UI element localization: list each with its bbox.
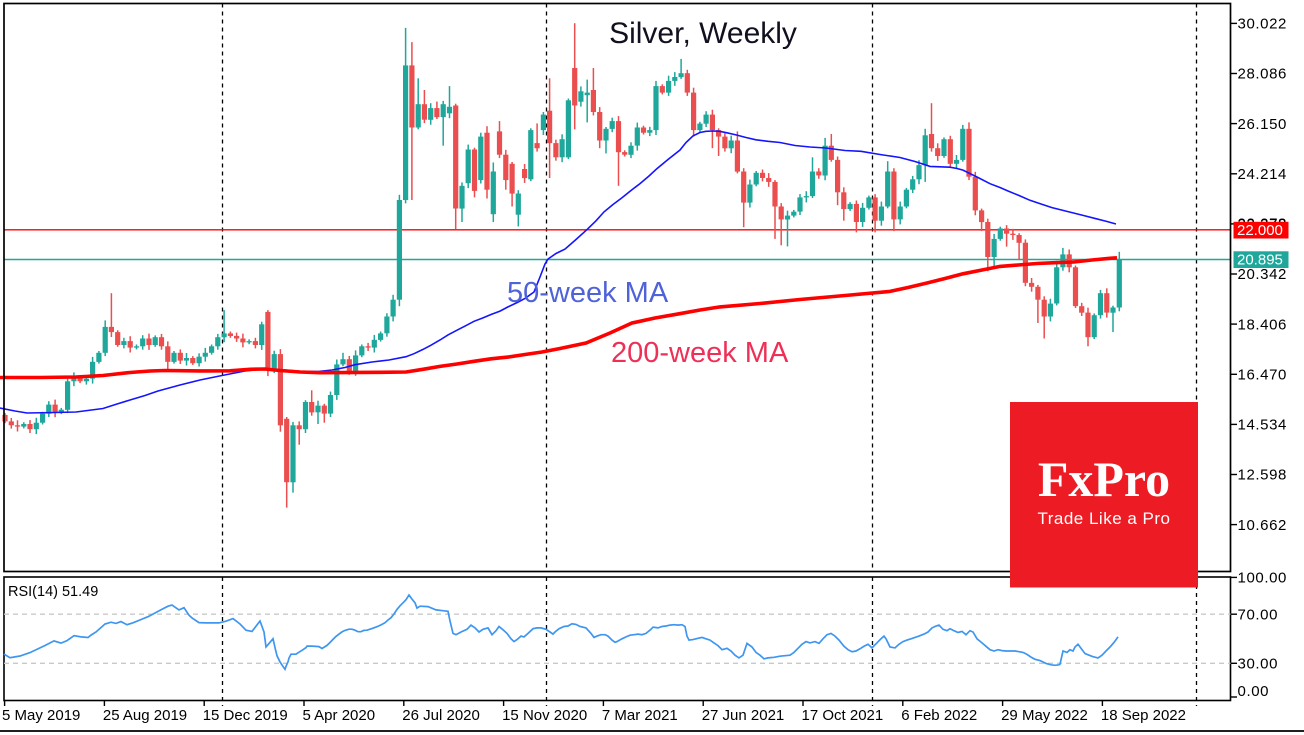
svg-text:Silver, Weekly: Silver, Weekly [609, 17, 797, 50]
svg-text:6 Feb 2022: 6 Feb 2022 [901, 707, 977, 724]
svg-text:30.022: 30.022 [1238, 16, 1287, 33]
svg-text:15 Dec 2019: 15 Dec 2019 [203, 707, 288, 724]
svg-text:14.534: 14.534 [1238, 417, 1287, 434]
svg-text:0.00: 0.00 [1238, 683, 1270, 700]
svg-text:5 May 2019: 5 May 2019 [2, 707, 80, 724]
svg-text:26 Jul 2020: 26 Jul 2020 [402, 707, 480, 724]
svg-text:30.00: 30.00 [1238, 656, 1279, 673]
svg-text:100.00: 100.00 [1238, 570, 1287, 587]
svg-text:7 Mar 2021: 7 Mar 2021 [602, 707, 678, 724]
svg-text:25 Aug 2019: 25 Aug 2019 [103, 707, 187, 724]
svg-text:70.00: 70.00 [1238, 606, 1279, 623]
svg-text:15 Nov 2020: 15 Nov 2020 [502, 707, 587, 724]
svg-text:29 May 2022: 29 May 2022 [1001, 707, 1088, 724]
svg-text:200-week MA: 200-week MA [611, 337, 789, 369]
svg-text:27 Jun 2021: 27 Jun 2021 [702, 707, 785, 724]
svg-text:18.406: 18.406 [1238, 316, 1287, 333]
svg-text:50-week MA: 50-week MA [507, 277, 669, 309]
svg-text:20.342: 20.342 [1238, 266, 1287, 283]
svg-text:22.000: 22.000 [1237, 222, 1283, 239]
svg-text:17 Oct 2021: 17 Oct 2021 [802, 707, 884, 724]
svg-text:20.895: 20.895 [1237, 252, 1283, 269]
svg-text:16.470: 16.470 [1238, 367, 1287, 384]
svg-text:18 Sep 2022: 18 Sep 2022 [1101, 707, 1186, 724]
svg-text:5 Apr 2020: 5 Apr 2020 [303, 707, 376, 724]
svg-text:FxPro: FxPro [1038, 451, 1170, 507]
svg-text:Trade Like a Pro: Trade Like a Pro [1037, 509, 1170, 528]
svg-text:RSI(14) 51.49: RSI(14) 51.49 [8, 584, 98, 600]
svg-text:26.150: 26.150 [1238, 116, 1287, 133]
svg-text:24.214: 24.214 [1238, 166, 1287, 183]
svg-text:10.662: 10.662 [1238, 517, 1287, 534]
svg-text:12.598: 12.598 [1238, 467, 1287, 484]
svg-text:28.086: 28.086 [1238, 66, 1287, 83]
